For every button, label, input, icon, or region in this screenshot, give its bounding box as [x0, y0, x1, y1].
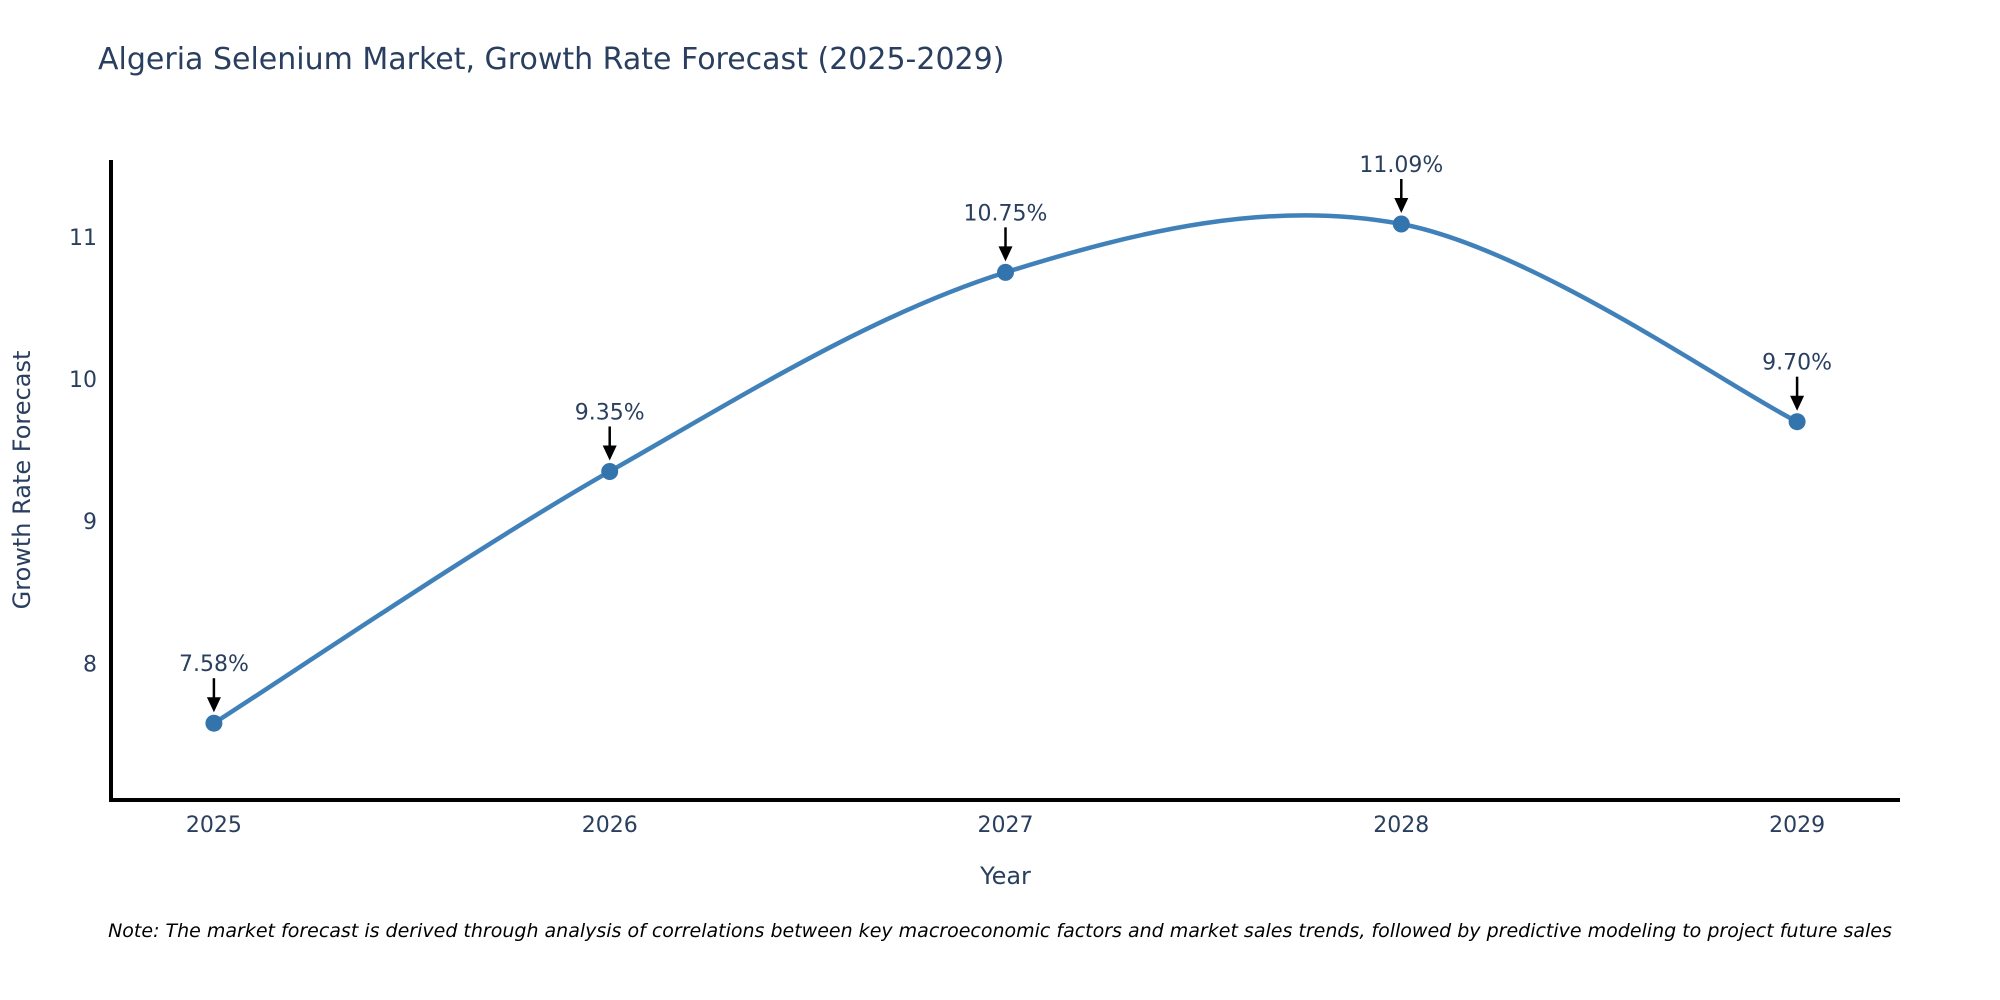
y-tick-label: 11	[69, 226, 97, 251]
point-annotation: 10.75%	[964, 201, 1048, 262]
annotation-arrow-head	[602, 445, 617, 461]
data-point-marker	[205, 714, 223, 732]
trend-line	[211, 213, 1800, 726]
x-tick-label: 2027	[978, 813, 1034, 838]
annotation-label: 7.58%	[179, 652, 249, 677]
y-tick-label: 9	[83, 510, 97, 535]
annotation-label: 9.70%	[1762, 351, 1832, 376]
annotation-arrow-head	[998, 246, 1013, 262]
annotation-arrow-head	[1394, 198, 1409, 213]
y-tick-label: 10	[69, 368, 97, 393]
point-annotation: 9.35%	[575, 400, 645, 461]
data-point-marker	[997, 263, 1014, 281]
footnote: Note: The market forecast is derived thr…	[108, 920, 1892, 942]
annotation-label: 9.35%	[575, 400, 645, 425]
x-axis-title: Year	[979, 862, 1031, 890]
point-annotation: 7.58%	[179, 652, 249, 713]
x-tick-label: 2026	[582, 813, 638, 838]
x-tick-label: 2025	[186, 813, 242, 838]
point-annotation: 11.09%	[1359, 153, 1443, 213]
x-tick-label: 2029	[1769, 813, 1825, 838]
point-annotation: 9.70%	[1762, 351, 1832, 411]
data-point-marker	[1392, 215, 1410, 233]
annotation-label: 11.09%	[1359, 153, 1443, 178]
annotation-arrow-head	[206, 697, 221, 713]
annotation-arrow-head	[1790, 395, 1805, 411]
y-tick-label: 8	[83, 652, 97, 677]
y-axis-title: Growth Rate Forecast	[8, 351, 36, 610]
chart-title: Algeria Selenium Market, Growth Rate For…	[98, 42, 1005, 77]
data-point-marker	[1788, 413, 1806, 431]
annotation-label: 10.75%	[964, 201, 1048, 226]
data-point-marker	[601, 462, 619, 480]
x-tick-label: 2028	[1373, 813, 1429, 838]
